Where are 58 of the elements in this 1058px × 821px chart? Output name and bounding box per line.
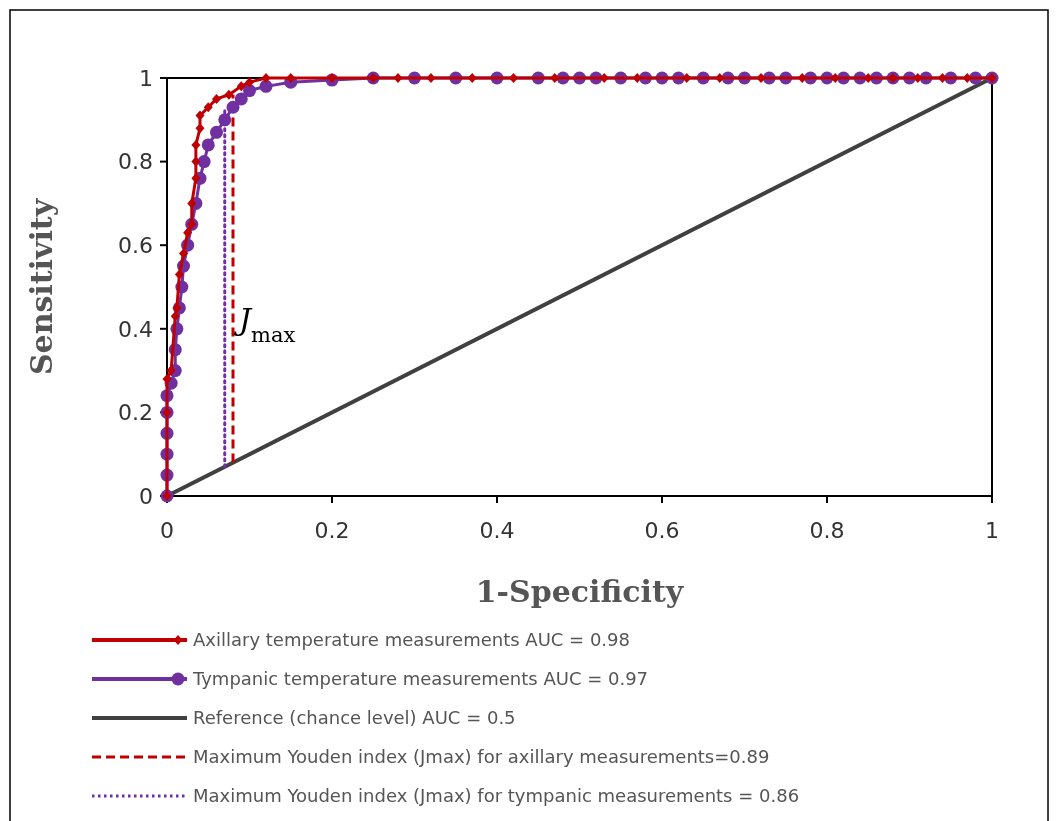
y-tick-label: 0 bbox=[139, 483, 153, 509]
x-tick-label: 0.8 bbox=[809, 518, 845, 543]
point bbox=[201, 138, 215, 152]
x-tick-label: 0.4 bbox=[479, 518, 515, 543]
y-tick-label: 0.4 bbox=[118, 316, 153, 342]
point bbox=[218, 113, 232, 127]
point bbox=[863, 73, 873, 83]
point bbox=[682, 73, 692, 83]
point bbox=[191, 156, 201, 167]
legend-label: Maximum Youden index (Jmax) for axillary measurements=0.89 bbox=[193, 746, 770, 768]
y-tick-label: 0.8 bbox=[118, 149, 153, 175]
x-axis-title: 1-Specificity bbox=[475, 574, 685, 609]
y-tick-label: 0.2 bbox=[118, 400, 153, 426]
y-tick-label: 0.6 bbox=[118, 232, 153, 258]
point bbox=[715, 73, 725, 83]
point bbox=[195, 123, 205, 134]
point bbox=[245, 77, 254, 88]
point bbox=[212, 93, 221, 104]
point bbox=[509, 73, 518, 83]
legend-label: Maximum Youden index (Jmax) for tympanic measurements = 0.86 bbox=[193, 785, 800, 807]
legend-label: Axillary temperature measurements AUC = 0.98 bbox=[193, 629, 630, 651]
y-axis-title: Sensitivity bbox=[24, 197, 59, 376]
x-tick-label: 0 bbox=[160, 518, 174, 543]
point bbox=[286, 73, 296, 83]
point bbox=[174, 269, 184, 280]
point bbox=[632, 73, 642, 83]
x-tick-label: 0.2 bbox=[314, 518, 350, 543]
y-tick-label: 1 bbox=[139, 65, 153, 91]
point bbox=[166, 365, 176, 376]
point bbox=[197, 155, 211, 169]
x-tick-label: 1 bbox=[985, 518, 999, 543]
point bbox=[913, 73, 923, 83]
point bbox=[224, 89, 234, 100]
point bbox=[236, 81, 246, 92]
point bbox=[187, 198, 197, 209]
point bbox=[962, 73, 972, 83]
point bbox=[191, 173, 201, 184]
point bbox=[599, 73, 609, 83]
point bbox=[830, 73, 840, 83]
point bbox=[203, 102, 213, 113]
point bbox=[183, 227, 193, 238]
point bbox=[259, 79, 273, 93]
legend-label: Reference (chance level) AUC = 0.5 bbox=[193, 707, 516, 729]
point bbox=[170, 311, 180, 322]
point bbox=[226, 100, 240, 114]
point bbox=[550, 73, 560, 83]
point bbox=[243, 84, 256, 98]
point bbox=[195, 110, 205, 121]
point bbox=[467, 73, 477, 83]
point bbox=[234, 92, 248, 106]
point bbox=[210, 125, 223, 139]
legend-label: Tympanic temperature measurements AUC = 0.97 bbox=[192, 668, 649, 690]
point bbox=[797, 73, 807, 83]
point bbox=[938, 73, 947, 83]
x-tick-label: 0.6 bbox=[644, 518, 680, 543]
point bbox=[191, 139, 201, 150]
point bbox=[179, 248, 188, 259]
annotation: J$_{max}$ bbox=[233, 302, 296, 348]
